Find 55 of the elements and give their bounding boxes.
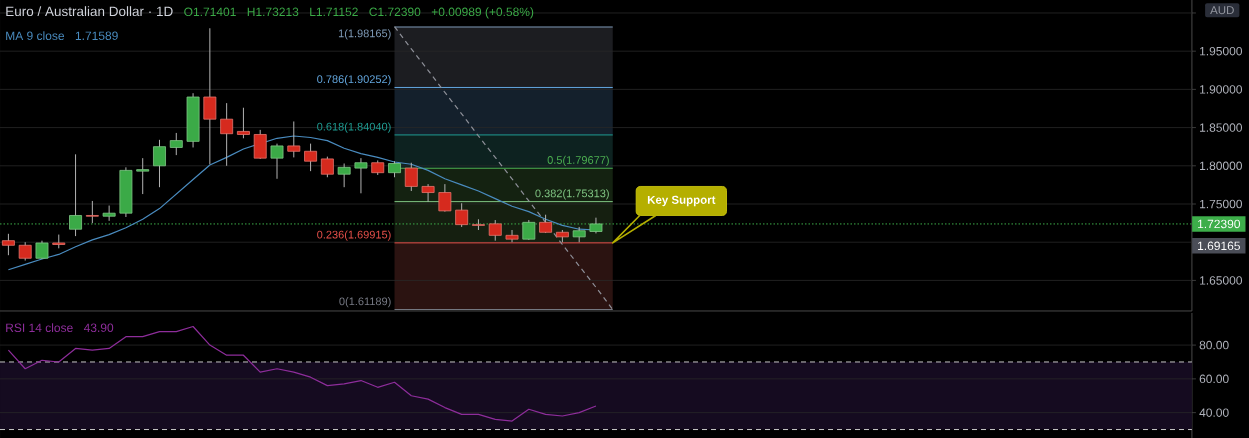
y-tick-label: 1.85000 [1200, 123, 1243, 132]
annotation: 1.71589 [75, 31, 118, 40]
candlestick [236, 107, 250, 139]
candlestick [287, 120, 301, 158]
candlestick [153, 139, 166, 188]
candlestick [421, 183, 435, 203]
line-series [393, 26, 614, 311]
candlestick [253, 129, 267, 160]
y-tick-label: 1.80000 [1200, 161, 1243, 171]
annotation: H1.73213 [247, 7, 299, 17]
candlestick [136, 157, 150, 195]
annotation: Key Support [647, 195, 716, 207]
y-tick-label: 1.95000 [1200, 46, 1243, 56]
y-tick-label: 1.90000 [1200, 85, 1243, 94]
ref-line-label: 0.786(1.90252) [317, 75, 391, 86]
annotation: C1.72390 [369, 7, 421, 17]
candlestick [220, 102, 234, 167]
series-label: RSI 14 close [6, 323, 73, 333]
candlestick [505, 229, 519, 243]
ref-line-label: 0.382(1.75313) [535, 189, 609, 200]
y-tick-label: 60.00 [1199, 374, 1229, 384]
candlestick [354, 157, 368, 194]
text: 1.69165 [1198, 241, 1240, 251]
annotation: L1.71152 [310, 7, 358, 17]
candlestick [18, 241, 32, 262]
candlestick [320, 156, 334, 178]
candlestick [270, 143, 284, 180]
annotation: O1.71401 [184, 7, 236, 17]
ref-line-label: 0.5(1.79677) [547, 155, 609, 167]
candlestick [455, 202, 469, 228]
y-tick-label: 40.00 [1199, 408, 1229, 417]
candlestick [169, 132, 183, 156]
y-axis-title: AUD [1210, 6, 1234, 15]
candlestick [304, 143, 318, 172]
annotation: +0.00989 (+0.58%) [431, 7, 534, 19]
ref-line-label: 0(1.61189) [339, 297, 391, 308]
ref-line-label: 0.618(1.84040) [317, 122, 391, 133]
candlestick [203, 27, 217, 165]
y-tick-label: 80.00 [1199, 340, 1229, 350]
candlestick [438, 183, 452, 213]
candlestick [404, 162, 418, 192]
candlestick [337, 163, 351, 188]
candlestick [488, 219, 502, 242]
line-series [7, 325, 597, 422]
candlestick [102, 205, 116, 222]
annotation: 43.90 [83, 323, 114, 333]
ref-line-label: 1(1.98165) [338, 29, 391, 40]
y-tick-label: 1.75000 [1200, 199, 1243, 209]
ref-line-label: 1.72390 [1198, 219, 1241, 229]
y-tick-label: 1.65000 [1200, 276, 1243, 285]
chart-title: Euro / Australian Dollar · 1D [6, 6, 173, 17]
candlestick [85, 200, 99, 224]
candlestick [1, 233, 15, 256]
text: MA 9 close [6, 31, 65, 40]
ref-line-label: 0.236(1.69915) [317, 230, 391, 241]
